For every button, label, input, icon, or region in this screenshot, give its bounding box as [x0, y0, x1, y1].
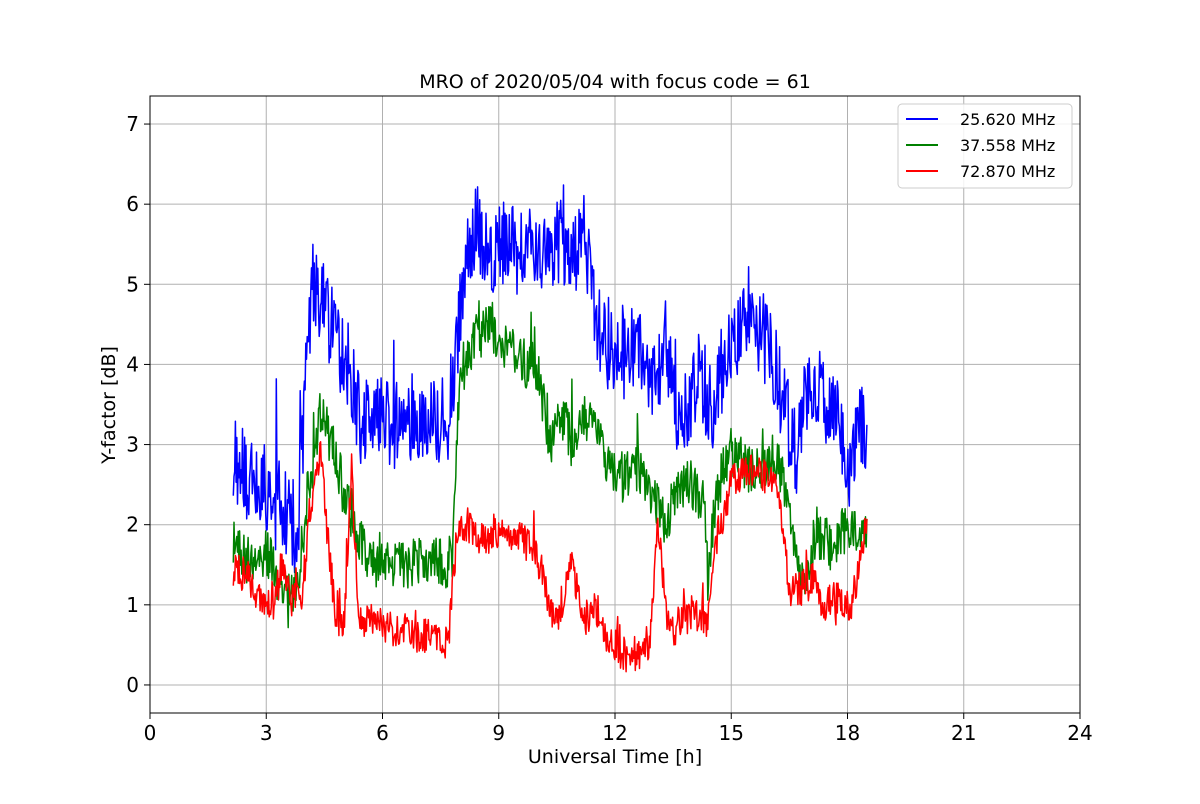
x-tick-label: 9	[492, 721, 505, 745]
y-tick-label: 4	[126, 352, 139, 376]
y-tick-label: 5	[126, 272, 139, 296]
x-tick-label: 24	[1067, 721, 1092, 745]
y-tick-label: 7	[126, 112, 139, 136]
x-tick-label: 12	[602, 721, 627, 745]
x-axis: 0 3 6 9 12 15 18 21 24	[144, 713, 1093, 745]
legend-box	[897, 103, 1073, 189]
chart-title: MRO of 2020/05/04 with focus code = 61	[419, 71, 811, 93]
y-axis-label: Y-factor [dB]	[98, 346, 120, 465]
legend-label: 25.620 MHz	[960, 110, 1055, 129]
plot-area	[232, 184, 868, 673]
y-tick-label: 1	[126, 593, 139, 617]
series-line	[232, 184, 868, 574]
legend-label: 72.870 MHz	[960, 162, 1055, 181]
y-axis: 0 1 2 3 4 5 6 7	[126, 112, 150, 697]
x-tick-label: 0	[144, 721, 157, 745]
series-line	[232, 300, 868, 629]
x-tick-label: 15	[719, 721, 744, 745]
y-tick-label: 6	[126, 192, 139, 216]
x-axis-label: Universal Time [h]	[528, 746, 702, 768]
y-tick-label: 3	[126, 433, 139, 457]
legend: 25.620 MHz 37.558 MHz 72.870 MHz	[897, 103, 1073, 189]
x-tick-label: 18	[835, 721, 860, 745]
y-tick-label: 2	[126, 513, 139, 537]
legend-label: 37.558 MHz	[960, 136, 1055, 155]
series-line	[232, 441, 868, 673]
x-tick-label: 21	[951, 721, 976, 745]
y-tick-label: 0	[126, 673, 139, 697]
x-tick-label: 6	[376, 721, 389, 745]
x-tick-label: 3	[260, 721, 273, 745]
